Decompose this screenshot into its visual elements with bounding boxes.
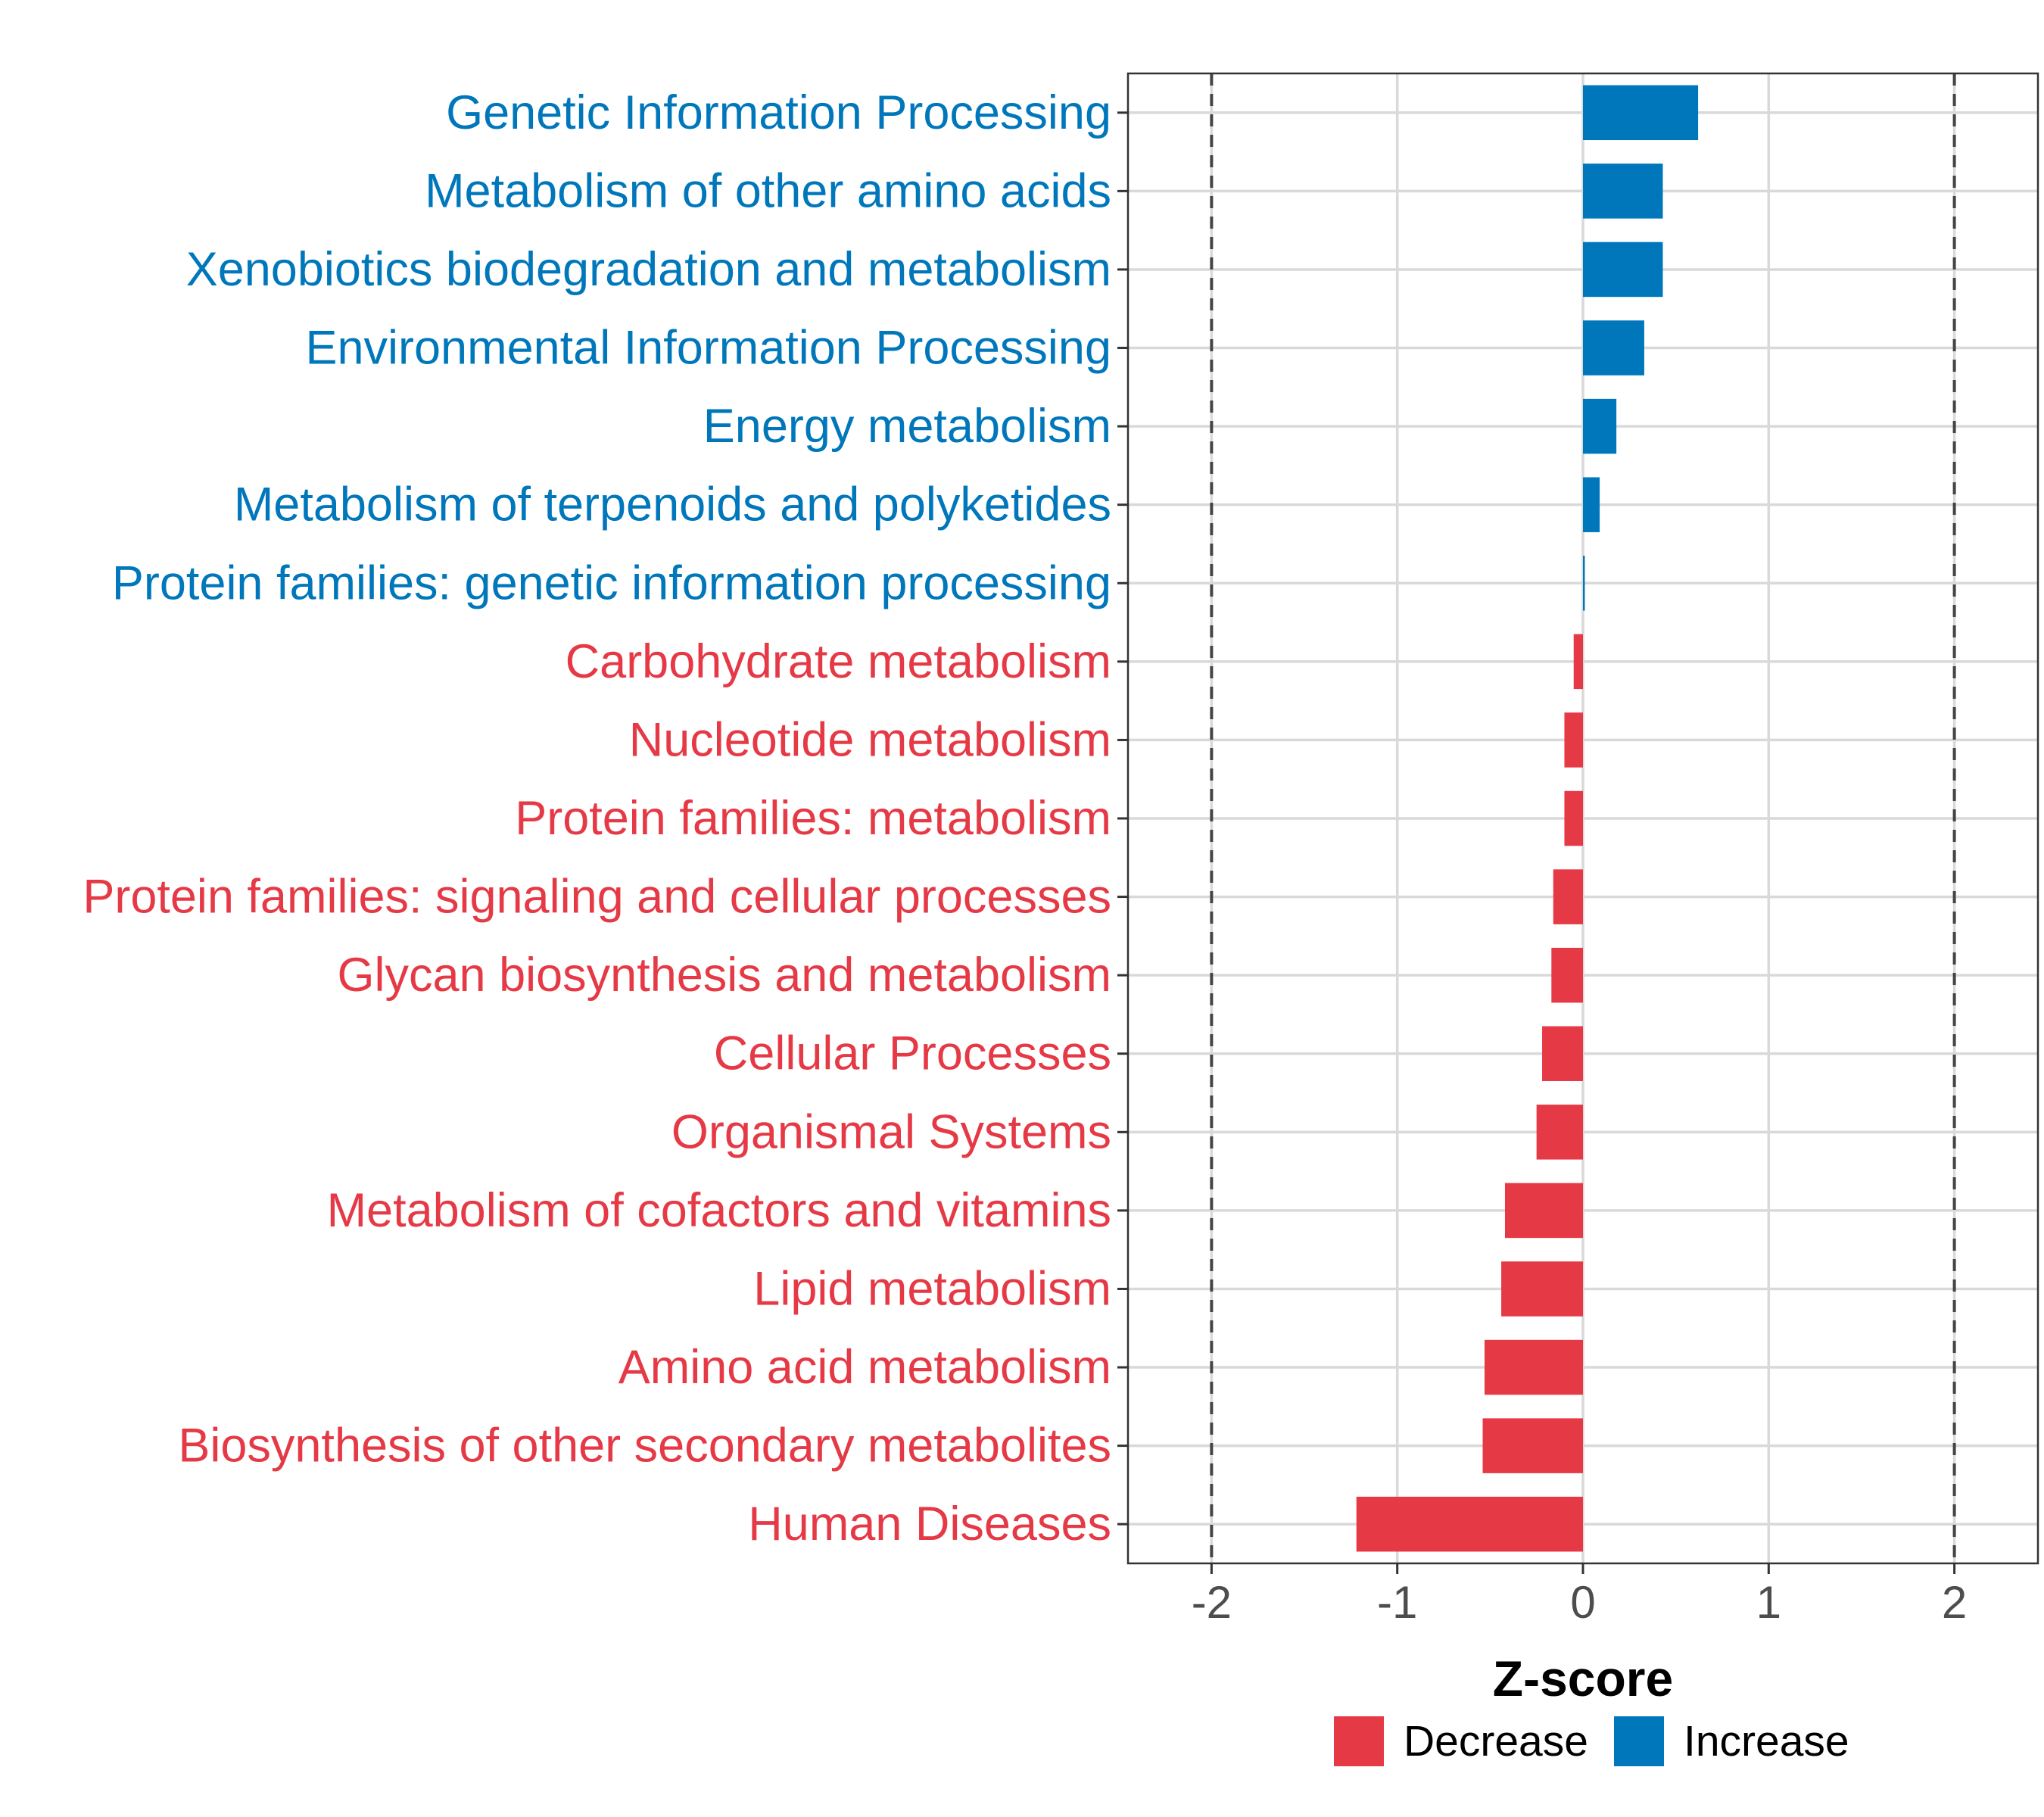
bar xyxy=(1583,85,1699,141)
bar xyxy=(1583,556,1585,611)
category-label: Glycan biosynthesis and metabolism xyxy=(338,949,1112,1002)
legend-label-increase: Increase xyxy=(1684,1717,1849,1766)
bar xyxy=(1583,242,1663,298)
category-label: Environmental Information Processing xyxy=(305,322,1111,375)
category-label: Carbohydrate metabolism xyxy=(566,635,1111,688)
bar xyxy=(1536,1105,1583,1160)
category-label: Cellular Processes xyxy=(714,1027,1111,1080)
category-label: Genetic Information Processing xyxy=(446,86,1111,139)
category-label: Metabolism of cofactors and vitamins xyxy=(327,1184,1111,1237)
category-label: Amino acid metabolism xyxy=(618,1341,1111,1394)
x-tick-label: 0 xyxy=(1570,1577,1595,1628)
category-label: Metabolism of terpenoids and polyketides xyxy=(234,478,1111,531)
x-tick-label: 2 xyxy=(1942,1577,1967,1628)
bar xyxy=(1484,1339,1583,1395)
category-label: Protein families: genetic information pr… xyxy=(112,556,1111,609)
bar xyxy=(1573,634,1583,690)
bar xyxy=(1501,1261,1583,1317)
bar xyxy=(1583,320,1644,376)
x-axis-title: Z-score xyxy=(1493,1650,1673,1706)
bar xyxy=(1356,1496,1583,1552)
bar xyxy=(1583,398,1617,454)
bar xyxy=(1551,947,1583,1003)
category-label: Organismal Systems xyxy=(671,1105,1111,1158)
bar xyxy=(1553,869,1583,924)
bar xyxy=(1583,164,1663,219)
x-tick-label: -2 xyxy=(1192,1577,1232,1628)
bar xyxy=(1583,477,1600,532)
category-label: Nucleotide metabolism xyxy=(629,713,1111,766)
bar xyxy=(1504,1183,1583,1239)
category-label: Metabolism of other amino acids xyxy=(425,164,1111,217)
category-label: Protein families: signaling and cellular… xyxy=(83,871,1111,924)
x-tick-label: 1 xyxy=(1756,1577,1781,1628)
category-label: Lipid metabolism xyxy=(753,1262,1111,1315)
category-label: Protein families: metabolism xyxy=(515,792,1111,845)
legend-swatch-decrease xyxy=(1334,1716,1384,1766)
bar xyxy=(1564,790,1583,846)
category-label: Human Diseases xyxy=(748,1498,1111,1551)
category-label: Biosynthesis of other secondary metaboli… xyxy=(178,1420,1111,1473)
bar xyxy=(1564,712,1583,768)
legend-label-decrease: Decrease xyxy=(1404,1717,1588,1766)
legend-swatch-increase xyxy=(1614,1716,1664,1766)
category-label: Xenobiotics biodegradation and metabolis… xyxy=(186,243,1111,296)
x-tick-label: -1 xyxy=(1377,1577,1417,1628)
bar xyxy=(1542,1026,1583,1081)
bar xyxy=(1482,1418,1583,1473)
category-label: Energy metabolism xyxy=(703,400,1111,453)
